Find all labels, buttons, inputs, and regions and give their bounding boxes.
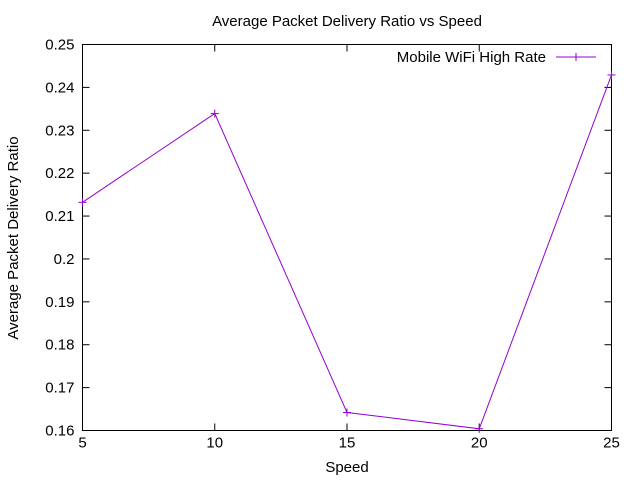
y-axis-label: Average Packet Delivery Ratio <box>5 136 22 339</box>
y-tick-label: 0.25 <box>45 37 74 54</box>
y-tick-label: 0.18 <box>45 337 74 354</box>
y-tick-label: 0.21 <box>45 208 74 225</box>
x-tick-label: 15 <box>339 435 356 452</box>
y-tick-label: 0.19 <box>45 294 74 311</box>
data-point-marker <box>475 424 484 433</box>
y-tick-label: 0.24 <box>45 79 74 96</box>
data-point-marker <box>343 408 351 417</box>
legend-entry-label: Mobile WiFi High Rate <box>397 49 546 66</box>
chart-title: Average Packet Delivery Ratio vs Speed <box>212 13 482 30</box>
y-tick-label: 0.17 <box>45 380 74 397</box>
y-tick-label: 0.23 <box>45 122 74 139</box>
series-line <box>82 74 612 430</box>
x-tick-label: 10 <box>206 435 223 452</box>
x-axis: 5 10 15 20 25 <box>78 44 620 452</box>
y-tick-label: 0.2 <box>54 251 75 268</box>
series-mobile-wifi-high-rate <box>78 70 616 433</box>
data-point-marker <box>210 109 219 118</box>
data-point-marker <box>607 70 616 79</box>
x-tick-label: 20 <box>471 435 488 452</box>
x-tick-label: 5 <box>78 435 86 452</box>
legend: Mobile WiFi High Rate <box>397 49 596 66</box>
data-point-marker <box>78 198 87 207</box>
plot-area-frame <box>82 44 612 431</box>
y-tick-label: 0.22 <box>45 165 74 182</box>
x-tick-label: 25 <box>603 435 620 452</box>
y-tick-label: 0.16 <box>45 423 74 440</box>
legend-entry-sample <box>556 53 596 61</box>
x-axis-label: Speed <box>325 459 368 476</box>
y-axis: 0.16 0.17 0.18 0.19 0.2 0.21 0.22 0.23 0.24 0.25 <box>45 37 612 440</box>
